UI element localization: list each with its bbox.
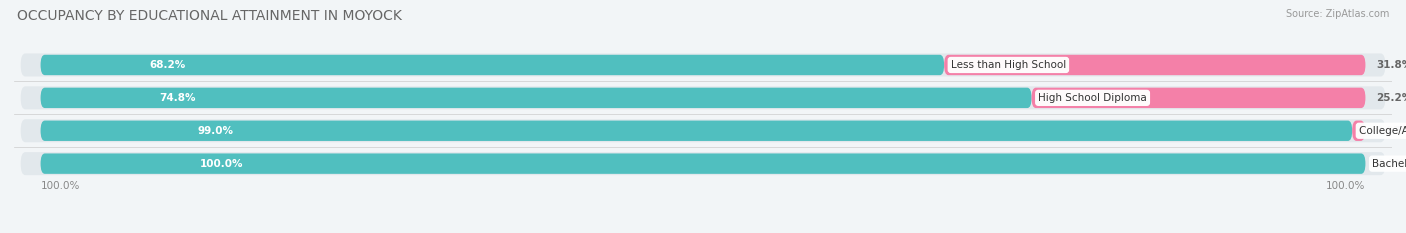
FancyBboxPatch shape (21, 152, 1385, 175)
Text: 100.0%: 100.0% (1326, 181, 1365, 191)
FancyBboxPatch shape (41, 55, 945, 75)
FancyBboxPatch shape (41, 154, 1365, 174)
Text: College/Associate Degree: College/Associate Degree (1358, 126, 1406, 136)
Text: 99.0%: 99.0% (198, 126, 233, 136)
Text: 25.2%: 25.2% (1376, 93, 1406, 103)
FancyBboxPatch shape (1032, 88, 1365, 108)
Text: Bachelor's Degree or higher: Bachelor's Degree or higher (1372, 159, 1406, 169)
FancyBboxPatch shape (41, 88, 1032, 108)
Text: 74.8%: 74.8% (159, 93, 195, 103)
Text: OCCUPANCY BY EDUCATIONAL ATTAINMENT IN MOYOCK: OCCUPANCY BY EDUCATIONAL ATTAINMENT IN M… (17, 9, 402, 23)
Text: Less than High School: Less than High School (950, 60, 1066, 70)
Text: 100.0%: 100.0% (200, 159, 243, 169)
FancyBboxPatch shape (21, 119, 1385, 142)
Text: 100.0%: 100.0% (41, 181, 80, 191)
FancyBboxPatch shape (41, 120, 1353, 141)
Text: High School Diploma: High School Diploma (1038, 93, 1147, 103)
Text: 68.2%: 68.2% (149, 60, 186, 70)
Text: 0.97%: 0.97% (1375, 126, 1406, 136)
FancyBboxPatch shape (21, 86, 1385, 109)
Text: 31.8%: 31.8% (1376, 60, 1406, 70)
Text: Source: ZipAtlas.com: Source: ZipAtlas.com (1285, 9, 1389, 19)
FancyBboxPatch shape (21, 53, 1385, 76)
FancyBboxPatch shape (1353, 120, 1365, 141)
Text: 0.0%: 0.0% (1376, 159, 1405, 169)
FancyBboxPatch shape (945, 55, 1365, 75)
